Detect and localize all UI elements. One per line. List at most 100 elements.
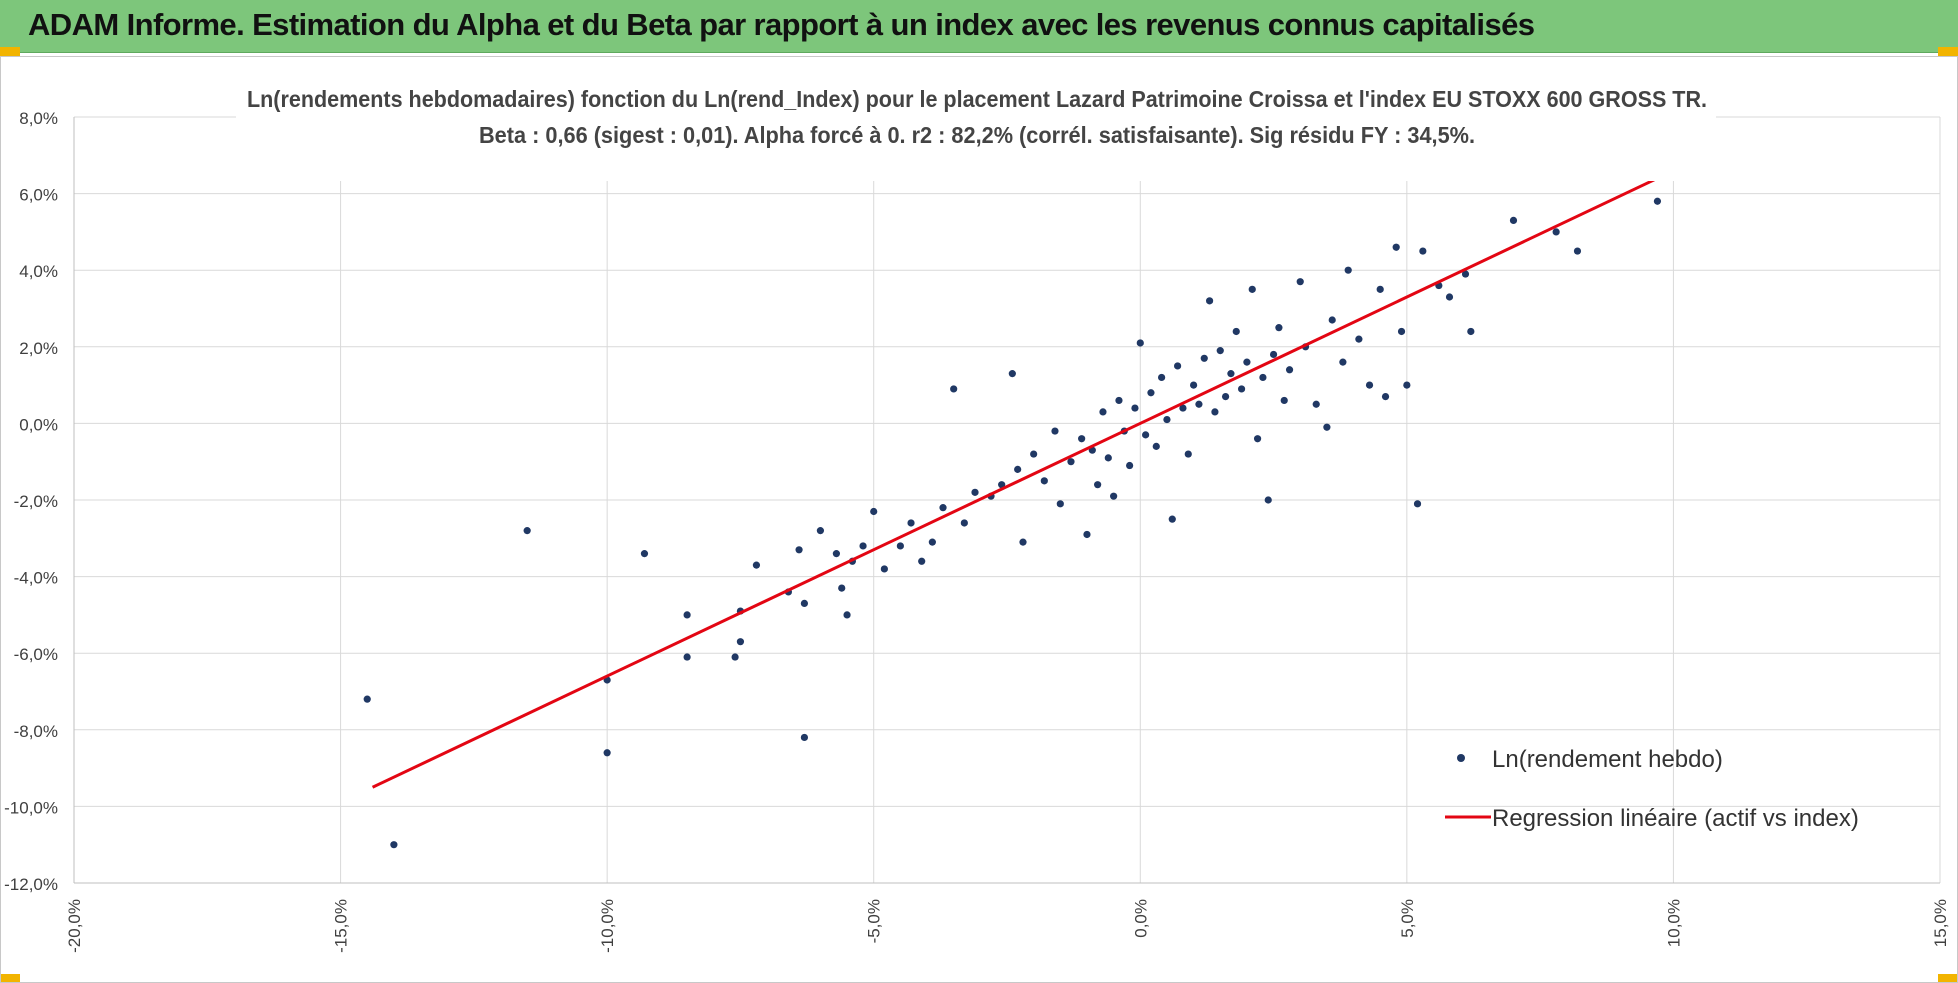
scatter-point [800,599,809,608]
scatter-point [1397,327,1406,336]
scatter-point [800,733,809,742]
scatter-point [1056,500,1064,508]
scatter-point [1104,454,1112,462]
scatter-point [1083,530,1091,539]
scatter-point [843,611,851,619]
scatter-point [907,519,915,527]
scatter-point [1008,370,1016,378]
scatter-point [1168,515,1176,523]
scatter-point [950,385,958,393]
scatter-point [1413,500,1422,508]
scatter-point [640,550,649,558]
chart-title-line-2: Beta : 0,66 (sigest : 0,01). Alpha forcé… [479,122,1475,148]
scatter-point [1136,339,1144,347]
scatter-series [363,197,1662,849]
regression-series [371,176,1659,789]
scatter-point [1019,538,1027,546]
scatter-point [683,653,691,661]
scatter-point [1344,266,1352,274]
scatter-point [1190,381,1198,389]
legend-marker-scatter [1457,754,1465,762]
y-tick-label: 0,0% [19,415,58,434]
scatter-point [1381,392,1390,401]
scatter-point [1339,358,1347,366]
scatter-point [1221,392,1230,401]
scatter-point [1243,358,1251,366]
scatter-point [1147,389,1155,397]
page-title: ADAM Informe. Estimation du Alpha et du … [28,7,1535,42]
scatter-point [971,488,979,496]
scatter-point [523,527,531,535]
corner-marker-top-right [1938,47,1958,56]
y-tick-label: -2,0% [14,492,58,511]
y-tick-label: 2,0% [19,339,58,358]
y-tick-label: -12,0% [4,875,58,894]
scatter-point [832,550,840,558]
scatter-point [1285,366,1294,374]
scatter-point [1131,404,1139,412]
scatter-point [1078,435,1086,443]
scatter-point [1275,324,1283,332]
scatter-point [1126,461,1134,470]
scatter-point [870,507,878,516]
legend-label-scatter: Ln(rendement hebdo) [1492,746,1723,773]
x-tick-label: -15,0% [332,899,351,953]
scatter-point [1253,435,1262,443]
scatter-point [603,749,611,757]
scatter-point [1211,408,1219,416]
y-tick-label: 6,0% [19,186,58,205]
x-tick-label: -20,0% [65,899,84,953]
x-tick-label: 0,0% [1131,899,1150,938]
scatter-point [1403,381,1411,389]
scatter-point [1158,373,1166,382]
scatter-point [918,557,926,565]
scatter-point [1216,347,1224,355]
scatter-point [1445,293,1454,301]
scatter-point [1312,400,1320,408]
scatter-point [1174,362,1182,370]
y-tick-label: 8,0% [19,109,58,128]
y-tick-label: -4,0% [14,569,58,588]
scatter-point [1227,370,1235,378]
scatter-point [998,481,1006,489]
scatter-point [1195,400,1203,408]
scatter-point [1296,278,1304,286]
scatter-point [1323,423,1331,431]
chart-title-group: Ln(rendements hebdomadaires) fonction du… [236,83,1716,181]
chart-title-line-1: Ln(rendements hebdomadaires) fonction du… [247,86,1707,112]
scatter-point [1030,450,1038,458]
y-tick-label: -8,0% [14,722,58,741]
scatter-point [1067,458,1075,466]
scatter-point [1179,404,1187,412]
scatter-point [390,841,398,849]
scatter-point [1232,327,1240,336]
scatter-point [1392,243,1400,251]
scatter-point [1280,396,1288,405]
scatter-point [928,538,936,546]
x-tick-label: 15,0% [1931,899,1950,947]
scatter-point [896,542,904,550]
scatter-point [1099,408,1107,416]
scatter-point [795,546,803,554]
scatter-point [1264,496,1272,504]
scatter-point [1094,481,1102,489]
scatter-point [1509,216,1518,225]
scatter-point [1014,465,1022,473]
scatter-point [816,527,825,535]
scatter-point [1461,270,1470,278]
scatter-point [1259,373,1267,382]
header-banner: ADAM Informe. Estimation du Alpha et du … [0,0,1958,53]
scatter-point [683,611,691,619]
legend-label-regression: Regression linéaire (actif vs index) [1492,805,1859,832]
scatter-point [939,504,947,512]
legend: Ln(rendement hebdo) Regression linéaire … [1445,746,1859,832]
scatter-point [1205,297,1214,305]
corner-marker-top-left [0,47,20,56]
y-tick-label: 4,0% [19,262,58,281]
x-tick-label: -10,0% [598,899,617,953]
scatter-point [960,519,968,527]
corner-marker-bottom-left [0,974,20,983]
scatter-point [1376,285,1384,293]
scatter-point [1467,327,1475,336]
scatter-point [363,695,371,703]
